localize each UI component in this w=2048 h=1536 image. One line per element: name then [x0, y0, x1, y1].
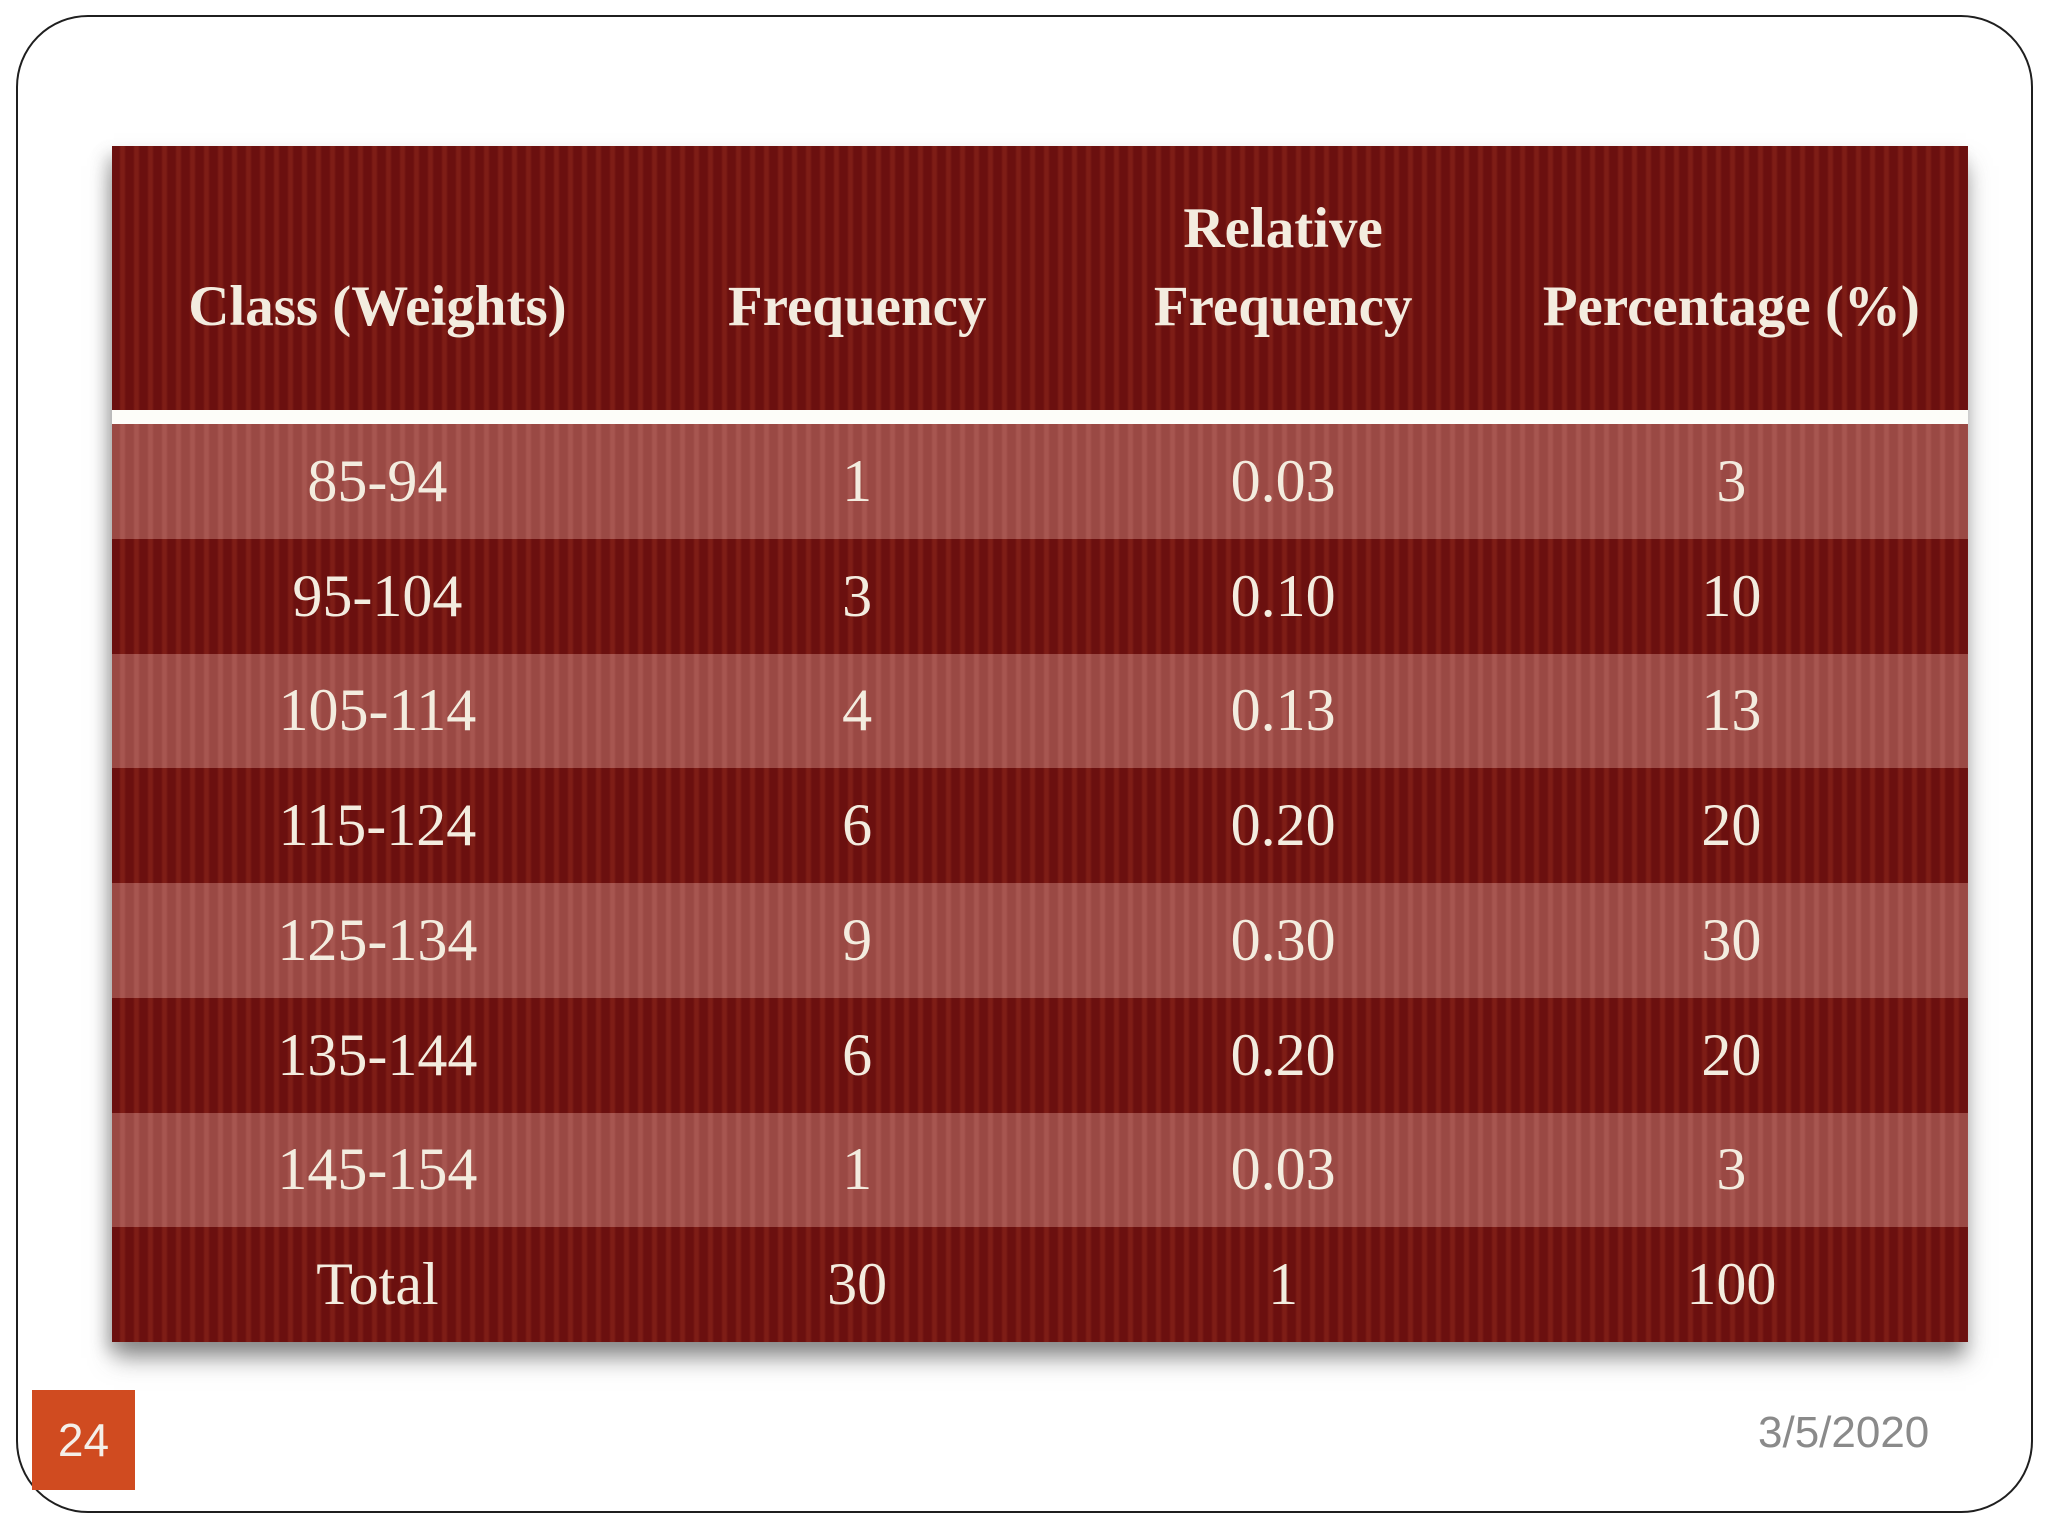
header-separator-line [112, 410, 1968, 424]
cell-relative-frequency: 0.20 [1230, 792, 1336, 859]
header-cell-frequency: Frequency [727, 275, 987, 338]
table-row: 125-134 9 0.30 30 [112, 883, 1968, 998]
table-body: 85-94 1 0.03 3 95-104 3 0.10 10 105-114 … [112, 424, 1968, 1342]
table-row: 95-104 3 0.10 10 [112, 538, 1968, 654]
cell-percentage: 3 [1716, 1136, 1747, 1203]
header-cell-class: Class (Weights) [188, 275, 567, 338]
cell-frequency: 30 [827, 1251, 888, 1318]
cell-class: 135-144 [277, 1021, 478, 1088]
cell-frequency: 4 [842, 677, 873, 744]
cell-relative-frequency: 0.03 [1230, 1136, 1336, 1203]
page-number-badge: 24 [32, 1390, 135, 1490]
cell-frequency: 1 [842, 1136, 873, 1203]
table-row: 105-114 4 0.13 13 [112, 653, 1968, 769]
cell-relative-frequency: 0.03 [1230, 447, 1336, 514]
table-row-total: Total 30 1 100 [112, 1227, 1968, 1342]
cell-class: Total [316, 1251, 439, 1318]
cell-frequency: 1 [842, 447, 873, 514]
cell-percentage: 20 [1701, 792, 1762, 859]
table-row: 115-124 6 0.20 20 [112, 768, 1968, 883]
cell-class: 95-104 [292, 562, 463, 629]
cell-percentage: 100 [1686, 1251, 1777, 1318]
table-row: 85-94 1 0.03 3 [112, 424, 1968, 539]
cell-relative-frequency: 1 [1268, 1251, 1299, 1318]
table-row: 135-144 6 0.20 20 [112, 997, 1968, 1113]
header-cell-relative-frequency: Relative Frequency [1153, 197, 1413, 338]
cell-relative-frequency: 0.13 [1230, 677, 1336, 744]
cell-percentage: 30 [1701, 906, 1762, 973]
header-cell-percentage: Percentage (%) [1542, 275, 1920, 338]
cell-frequency: 6 [842, 792, 873, 859]
cell-frequency: 9 [842, 906, 873, 973]
frequency-distribution-table: Class (Weights) Frequency Relative Frequ… [112, 146, 1968, 1342]
table-header-row: Class (Weights) Frequency Relative Frequ… [112, 146, 1968, 410]
cell-class: 85-94 [307, 447, 448, 514]
cell-percentage: 3 [1716, 447, 1747, 514]
cell-relative-frequency: 0.10 [1230, 562, 1336, 629]
cell-class: 125-134 [277, 906, 478, 973]
cell-relative-frequency: 0.30 [1230, 906, 1336, 973]
cell-frequency: 6 [842, 1021, 873, 1088]
cell-relative-frequency: 0.20 [1230, 1021, 1336, 1088]
cell-class: 105-114 [278, 677, 477, 744]
cell-class: 115-124 [278, 792, 477, 859]
cell-percentage: 13 [1701, 677, 1762, 744]
cell-percentage: 20 [1701, 1021, 1762, 1088]
slide-date: 3/5/2020 [1758, 1408, 1930, 1457]
cell-percentage: 10 [1701, 562, 1762, 629]
cell-frequency: 3 [842, 562, 873, 629]
table-row: 145-154 1 0.03 3 [112, 1112, 1968, 1228]
cell-class: 145-154 [277, 1136, 478, 1203]
